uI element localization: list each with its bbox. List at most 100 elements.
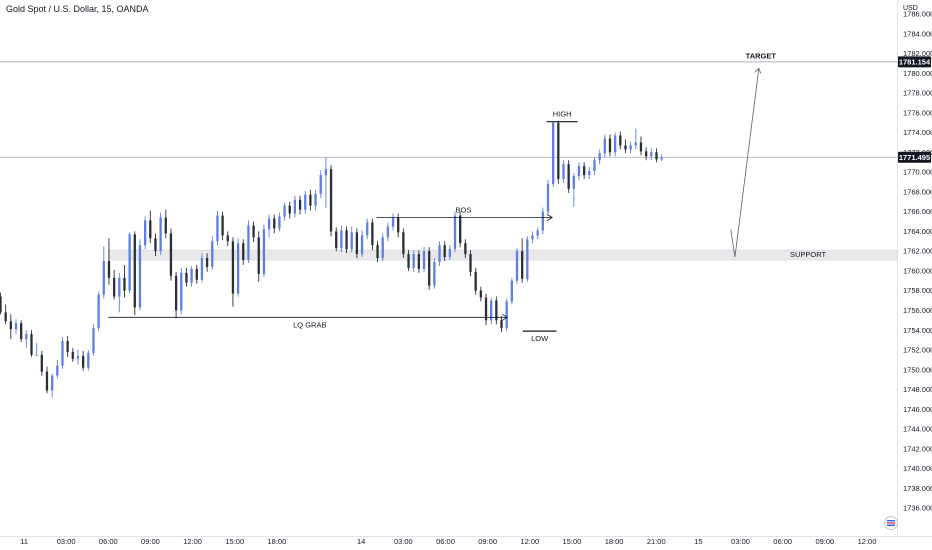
price-lines: [0, 61, 897, 158]
candle-body: [510, 280, 513, 302]
candle-body: [613, 135, 617, 153]
support-zone-rect: [108, 249, 898, 261]
symbol-title: Gold Spot / U.S. Dollar, 15, OANDA: [6, 4, 149, 14]
candle-body: [417, 254, 421, 269]
time-tick-label: 11: [20, 537, 28, 546]
candle-body: [335, 231, 338, 249]
price-tick-label: 1746.000: [903, 405, 932, 414]
candle-body: [298, 199, 302, 210]
candle-body: [484, 297, 488, 321]
candle-body: [71, 351, 74, 359]
candle-body: [293, 199, 297, 214]
candle-body: [283, 205, 286, 217]
price-tick-label: 1736.000: [903, 504, 932, 513]
candle-body: [66, 341, 69, 352]
candle-body: [20, 323, 23, 340]
candle-body: [433, 261, 436, 286]
time-tick-label: 06:00: [436, 537, 455, 546]
candle-body: [459, 215, 462, 244]
price-tick-label: 1784.000: [903, 29, 932, 38]
candle-body: [138, 245, 142, 308]
candle-body: [9, 321, 12, 330]
price-tick-label: 1750.000: [903, 365, 932, 374]
candle-body: [639, 142, 643, 152]
candle-body: [448, 249, 452, 258]
candle-body: [386, 226, 390, 238]
candle-body: [4, 312, 7, 322]
candle-body: [474, 271, 477, 291]
candle-body: [634, 142, 637, 146]
candle-body: [216, 215, 219, 242]
time-tick-label: 12:00: [183, 537, 202, 546]
candles: [0, 120, 663, 398]
candle-body: [97, 294, 100, 329]
candle-body: [87, 352, 90, 368]
candle-body: [231, 241, 235, 294]
candle-body: [490, 300, 493, 321]
bos-arrowhead: [547, 214, 554, 221]
candle-body: [180, 272, 183, 311]
candle-body: [262, 229, 266, 274]
currency-label: USD: [903, 5, 918, 12]
candle-body: [185, 272, 188, 283]
candle-body: [464, 243, 467, 255]
price-tick-label: 1768.000: [903, 187, 932, 196]
time-tick-label: 18:00: [605, 537, 624, 546]
candle-body: [128, 234, 131, 291]
candle-body: [407, 254, 410, 268]
candle-body: [35, 354, 38, 356]
price-tick-label: 1758.000: [903, 286, 932, 295]
target-path: [730, 68, 760, 258]
candle-body: [329, 169, 333, 232]
candle-body: [221, 215, 224, 236]
candle-body: [174, 275, 178, 311]
time-tick-label: 15: [694, 537, 702, 546]
lq-grab-label: LQ GRAB: [293, 320, 326, 329]
time-tick-label: 15:00: [225, 537, 244, 546]
candle-body: [428, 251, 431, 286]
candle-body: [515, 251, 519, 281]
time-tick-label: 14: [357, 537, 365, 546]
candle-body: [546, 183, 550, 212]
candle-body: [242, 243, 245, 261]
tradingview-logo-icon[interactable]: [884, 516, 898, 530]
candle-body: [469, 254, 472, 272]
target-label: TARGET: [746, 51, 777, 60]
time-tick-label: 03:00: [731, 537, 750, 546]
price-tick-label: 1754.000: [903, 326, 932, 335]
price-tick-label: 1752.000: [903, 346, 932, 355]
candle-body: [650, 152, 653, 157]
candle-body: [169, 233, 173, 276]
candle-body: [247, 225, 250, 261]
candle-body: [257, 237, 260, 274]
candle-body: [118, 277, 121, 297]
candle-body: [479, 290, 482, 298]
price-tick-label: 1740.000: [903, 464, 932, 473]
time-tick-label: 12:00: [520, 537, 539, 546]
candle-body: [345, 230, 348, 250]
candle-body: [314, 193, 317, 206]
candle-body: [190, 268, 193, 283]
price-axis[interactable]: 1786.000 1784.000 1782.000 1780.000 1778.000…: [903, 10, 932, 513]
candle-body: [536, 230, 539, 236]
candle-body: [572, 176, 575, 189]
candle-body: [526, 239, 529, 279]
time-axis[interactable]: 11 03:00 06:00 09:00 12:00 15:00 18:00 14 03:00 0…: [20, 537, 876, 546]
price-tick-label: 1782.000: [903, 49, 932, 58]
candle-body: [324, 169, 328, 176]
price-tick-label: 1738.000: [903, 484, 932, 493]
time-tick-label: 09:00: [478, 537, 497, 546]
candle-body: [92, 328, 95, 353]
candle-body: [355, 232, 359, 255]
candle-body: [133, 234, 136, 308]
time-tick-label: 12:00: [858, 537, 877, 546]
price-tick-label: 1742.000: [903, 444, 932, 453]
price-tick-label: 1744.000: [903, 425, 932, 434]
candle-body: [102, 261, 105, 295]
candle-body: [304, 194, 307, 210]
candle-body: [61, 341, 64, 366]
candle-body: [107, 261, 111, 278]
candle-body: [397, 217, 400, 233]
candle-body: [443, 245, 446, 258]
